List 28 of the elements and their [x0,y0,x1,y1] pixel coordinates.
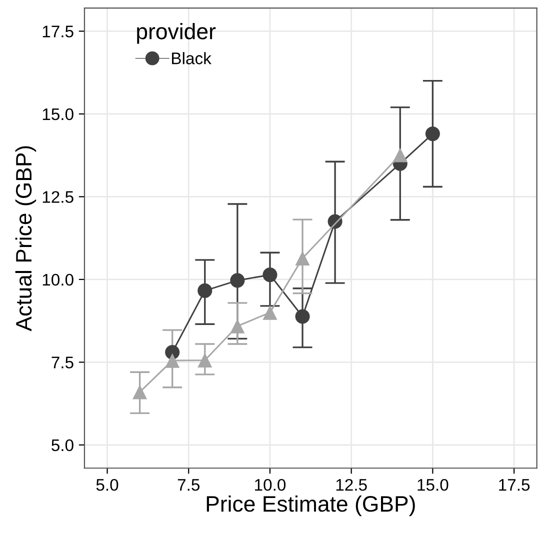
x-tick-label: 12.5 [336,478,367,491]
y-tick-label: 17.5 [42,26,74,38]
x-tick-label: 15.0 [418,478,448,491]
x-tick-label: 10.0 [255,478,286,491]
legend-label: Black [172,52,212,64]
point [230,273,245,288]
point [425,126,440,142]
point [165,353,180,368]
y-tick-label: 7.5 [52,356,74,368]
point [198,352,212,368]
y-tick-label: 10.0 [42,274,74,286]
y-tick-label: 5.0 [52,439,74,452]
point [295,250,310,266]
point [132,384,148,400]
x-axis-title: Price Estimate (GBP) [206,495,415,516]
legend-title: provider [137,23,216,44]
point [392,148,408,162]
point [198,283,212,298]
y-axis-title: Actual Price (GBP) [15,146,36,332]
point [262,305,278,320]
point [230,318,245,334]
point [295,309,310,324]
y-tick-label: 12.5 [42,191,74,203]
point [262,268,278,282]
x-tick-label: 7.5 [178,479,200,491]
x-tick-label: 17.5 [499,479,530,491]
y-tick-label: 15.0 [42,108,74,120]
x-tick-label: 5.0 [96,478,118,491]
